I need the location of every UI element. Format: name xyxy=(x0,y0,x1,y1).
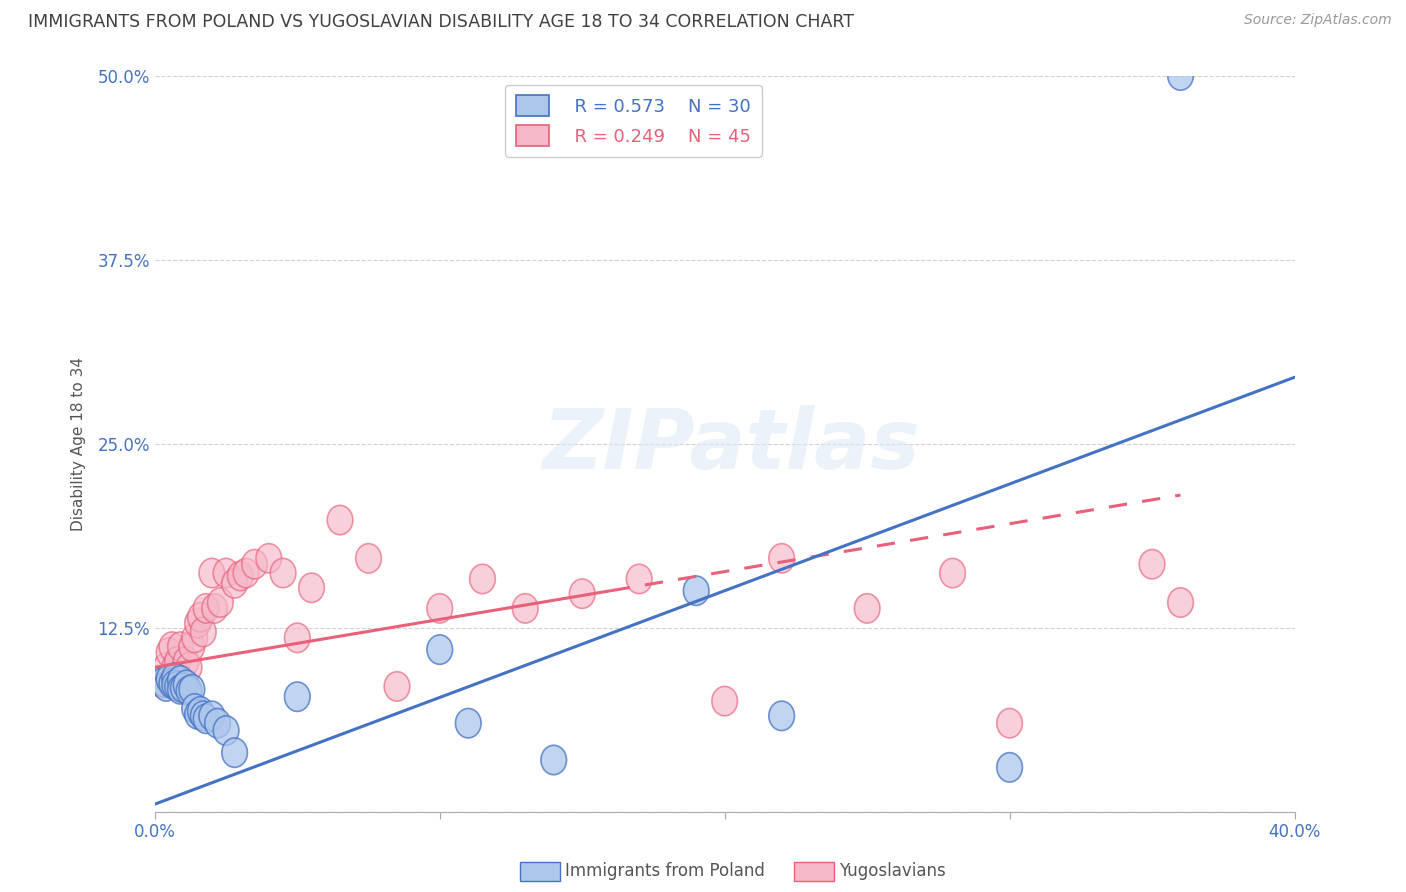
Text: Yugoslavians: Yugoslavians xyxy=(839,863,946,880)
Text: Source: ZipAtlas.com: Source: ZipAtlas.com xyxy=(1244,13,1392,28)
Text: IMMIGRANTS FROM POLAND VS YUGOSLAVIAN DISABILITY AGE 18 TO 34 CORRELATION CHART: IMMIGRANTS FROM POLAND VS YUGOSLAVIAN DI… xyxy=(28,13,853,31)
Y-axis label: Disability Age 18 to 34: Disability Age 18 to 34 xyxy=(72,357,86,531)
Text: Immigrants from Poland: Immigrants from Poland xyxy=(565,863,765,880)
Legend:   R = 0.573    N = 30,   R = 0.249    N = 45: R = 0.573 N = 30, R = 0.249 N = 45 xyxy=(505,85,762,157)
Text: ZIPatlas: ZIPatlas xyxy=(543,406,920,486)
